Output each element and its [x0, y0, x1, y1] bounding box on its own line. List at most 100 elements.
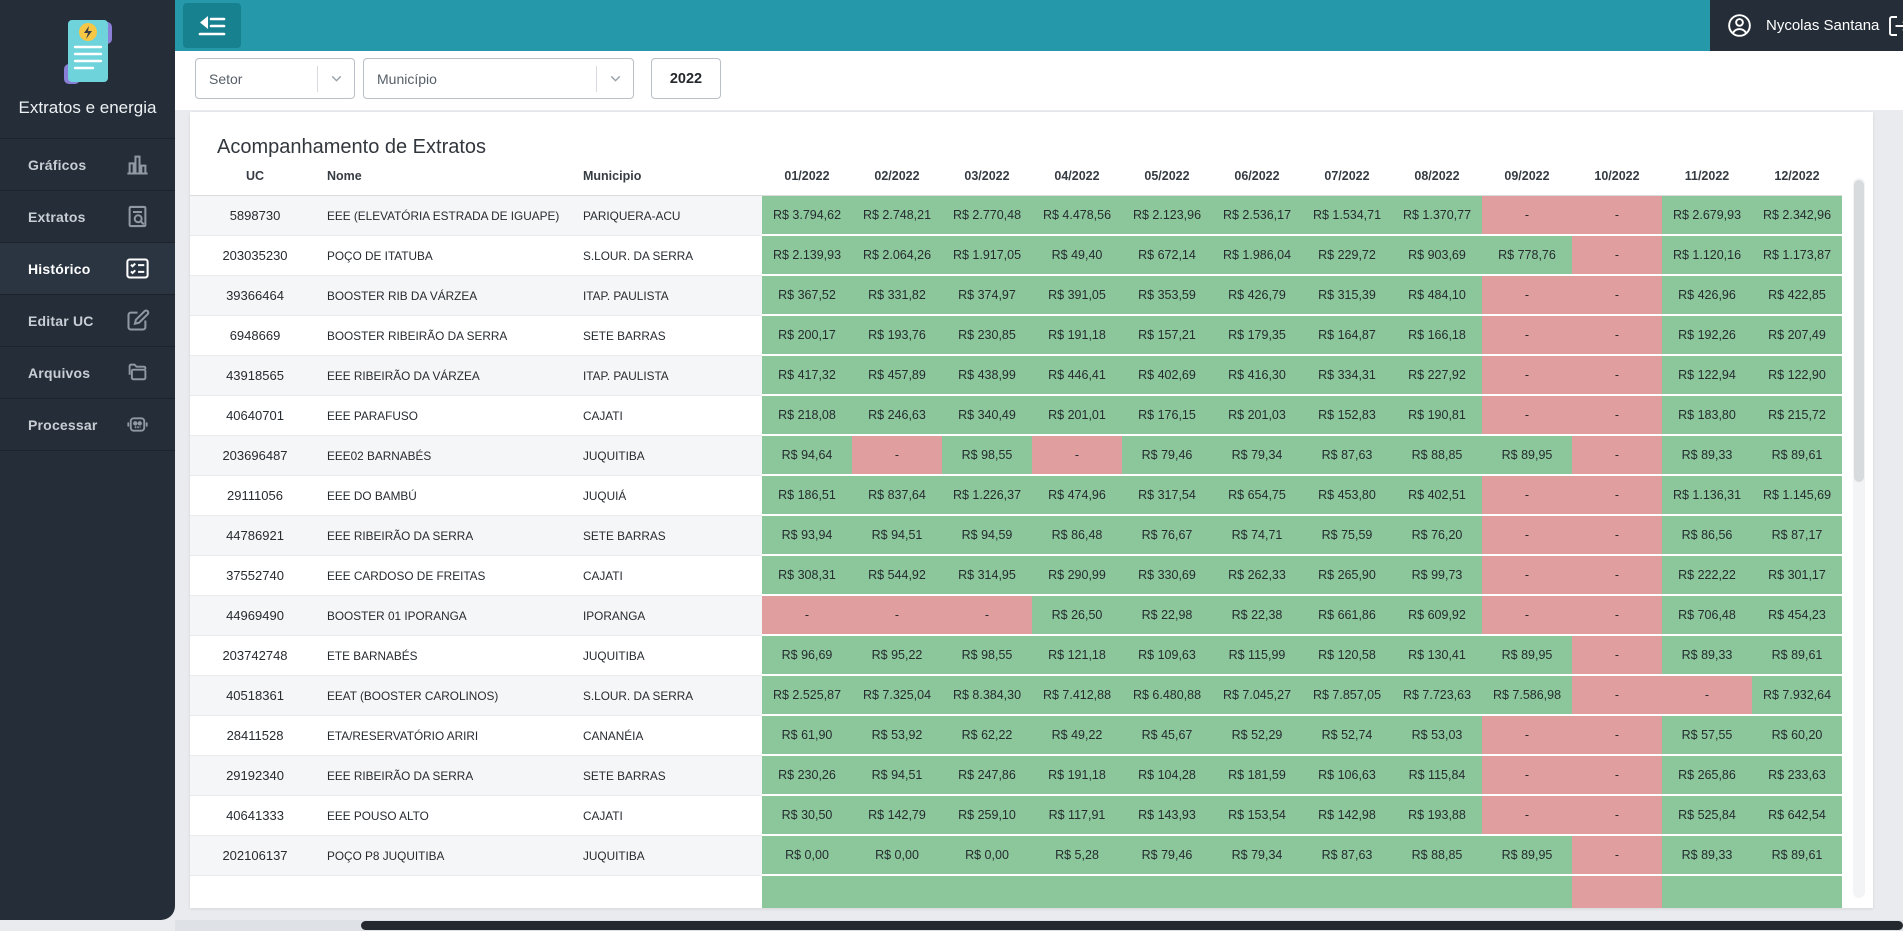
- page-title: Acompanhamento de Extratos: [217, 136, 487, 158]
- sidebar-item-graficos[interactable]: Gráficos: [0, 138, 175, 190]
- cell-month-value: R$ 259,10: [942, 796, 1032, 836]
- cell-month-value: [1752, 876, 1842, 908]
- cell-month-value: R$ 402,51: [1392, 476, 1482, 516]
- cell-month-value: R$ 193,76: [852, 316, 942, 356]
- cell-month-value: R$ 484,10: [1392, 276, 1482, 316]
- logout-button[interactable]: [1887, 14, 1903, 38]
- cell-month-value: -: [1572, 676, 1662, 716]
- column-header-month-10: 10/2022: [1572, 156, 1662, 196]
- cell-month-value: -: [852, 596, 942, 636]
- cell-month-value: R$ 454,23: [1752, 596, 1842, 636]
- cell-nome: EEE POUSO ALTO: [320, 796, 576, 836]
- column-header-month-5: 05/2022: [1122, 156, 1212, 196]
- table-row: 203696487 EEE02 BARNABÉS JUQUITIBA R$ 94,64…: [190, 436, 1842, 476]
- cell-uc: [190, 876, 320, 908]
- column-header-month-12: 12/2022: [1752, 156, 1842, 196]
- cell-month-value: R$ 22,98: [1122, 596, 1212, 636]
- cell-month-value: R$ 130,41: [1392, 636, 1482, 676]
- cell-month-value: R$ 89,33: [1662, 436, 1752, 476]
- cell-uc: 29192340: [190, 756, 320, 796]
- horizontal-scrollbar[interactable]: [175, 920, 1903, 931]
- sidebar-item-extratos[interactable]: Extratos: [0, 190, 175, 242]
- table-row: 29111056 EEE DO BAMBÚ JUQUIÁ R$ 186,51 R$ 83…: [190, 476, 1842, 516]
- cell-uc: 40518361: [190, 676, 320, 716]
- cell-month-value: R$ 120,58: [1302, 636, 1392, 676]
- folders-icon: [124, 359, 151, 386]
- cell-month-value: -: [1482, 796, 1572, 836]
- cell-nome: EEE RIBEIRÃO DA VÁRZEA: [320, 356, 576, 396]
- sidebar-item-editar-uc[interactable]: Editar UC: [0, 294, 175, 346]
- sidebar-item-label: Arquivos: [28, 364, 91, 381]
- cell-month-value: R$ 191,18: [1032, 756, 1122, 796]
- bar-chart-icon: [124, 151, 151, 178]
- cell-month-value: -: [1572, 836, 1662, 876]
- cell-month-value: R$ 2.064,26: [852, 236, 942, 276]
- cell-month-value: R$ 7.932,64: [1752, 676, 1842, 716]
- vertical-scrollbar-thumb[interactable]: [1854, 180, 1864, 483]
- table-row: 203035230 POÇO DE ITATUBA S.LOUR. DA SERRA…: [190, 236, 1842, 276]
- cell-nome: ETA/RESERVATÓRIO ARIRI: [320, 716, 576, 756]
- cell-month-value: R$ 426,79: [1212, 276, 1302, 316]
- cell-month-value: R$ 176,15: [1122, 396, 1212, 436]
- cell-uc: 40640701: [190, 396, 320, 436]
- cell-uc: 203742748: [190, 636, 320, 676]
- cell-month-value: -: [1482, 516, 1572, 556]
- cell-month-value: R$ 353,59: [1122, 276, 1212, 316]
- cell-month-value: R$ 7.586,98: [1482, 676, 1572, 716]
- cell-month-value: R$ 218,08: [762, 396, 852, 436]
- cell-month-value: R$ 115,99: [1212, 636, 1302, 676]
- cell-municipio: CAJATI: [576, 396, 762, 436]
- cell-month-value: R$ 89,61: [1752, 836, 1842, 876]
- cell-month-value: R$ 609,92: [1392, 596, 1482, 636]
- table-row: 44969490 BOOSTER 01 IPORANGA IPORANGA - - - R$…: [190, 596, 1842, 636]
- cell-month-value: R$ 317,54: [1122, 476, 1212, 516]
- cell-month-value: R$ 230,26: [762, 756, 852, 796]
- sidebar-item-historico[interactable]: Histórico: [0, 242, 175, 294]
- vertical-scrollbar[interactable]: [1853, 178, 1865, 898]
- table-row: 40640701 EEE PARAFUSO CAJATI R$ 218,08 R$ 24…: [190, 396, 1842, 436]
- cell-month-value: R$ 49,40: [1032, 236, 1122, 276]
- year-input[interactable]: 2022: [651, 58, 721, 99]
- table-row: 203742748 ETE BARNABÉS JUQUITIBA R$ 96,69 R$…: [190, 636, 1842, 676]
- cell-month-value: R$ 86,56: [1662, 516, 1752, 556]
- table-row: 29192340 EEE RIBEIRÃO DA SERRA SETE BARRAS…: [190, 756, 1842, 796]
- user-block[interactable]: Nycolas Santana: [1710, 0, 1903, 51]
- sidebar-item-label: Editar UC: [28, 312, 94, 329]
- table-row: 37552740 EEE CARDOSO DE FREITAS CAJATI R$ 3…: [190, 556, 1842, 596]
- cell-month-value: R$ 7.045,27: [1212, 676, 1302, 716]
- cell-month-value: R$ 89,33: [1662, 636, 1752, 676]
- cell-month-value: R$ 0,00: [852, 836, 942, 876]
- cell-municipio: ITAP. PAULISTA: [576, 356, 762, 396]
- cell-month-value: R$ 166,18: [1392, 316, 1482, 356]
- cell-uc: 29111056: [190, 476, 320, 516]
- cell-month-value: R$ 1.917,05: [942, 236, 1032, 276]
- sidebar-item-processar[interactable]: Processar: [0, 398, 175, 451]
- cell-month-value: R$ 2.123,96: [1122, 196, 1212, 236]
- cell-month-value: R$ 2.679,93: [1662, 196, 1752, 236]
- cell-municipio: ITAP. PAULISTA: [576, 276, 762, 316]
- horizontal-scrollbar-thumb[interactable]: [361, 921, 1903, 930]
- cell-month-value: -: [1482, 356, 1572, 396]
- cell-month-value: R$ 1.145,69: [1752, 476, 1842, 516]
- municipio-select[interactable]: Município: [363, 58, 634, 99]
- sidebar-item-arquivos[interactable]: Arquivos: [0, 346, 175, 398]
- setor-select[interactable]: Setor: [195, 58, 355, 99]
- cell-month-value: [1212, 876, 1302, 908]
- cell-month-value: R$ 222,22: [1662, 556, 1752, 596]
- cell-month-value: -: [1572, 196, 1662, 236]
- cell-nome: [320, 876, 576, 908]
- cell-month-value: R$ 45,67: [1122, 716, 1212, 756]
- cell-month-value: R$ 183,80: [1662, 396, 1752, 436]
- cell-month-value: R$ 30,50: [762, 796, 852, 836]
- collapse-sidebar-button[interactable]: [183, 3, 241, 48]
- table-row: 202106137 POÇO P8 JUQUITIBA JUQUITIBA R$ 0,…: [190, 836, 1842, 876]
- column-header-municipio: Municipio: [576, 156, 762, 196]
- cell-month-value: [1032, 876, 1122, 908]
- cell-month-value: R$ 142,79: [852, 796, 942, 836]
- municipio-select-label: Município: [377, 70, 437, 87]
- extratos-card: Acompanhamento de Extratos UC Nome Municip…: [190, 112, 1873, 908]
- cell-month-value: R$ 3.794,62: [762, 196, 852, 236]
- cell-month-value: [1572, 876, 1662, 908]
- cell-month-value: R$ 87,63: [1302, 836, 1392, 876]
- cell-uc: 40641333: [190, 796, 320, 836]
